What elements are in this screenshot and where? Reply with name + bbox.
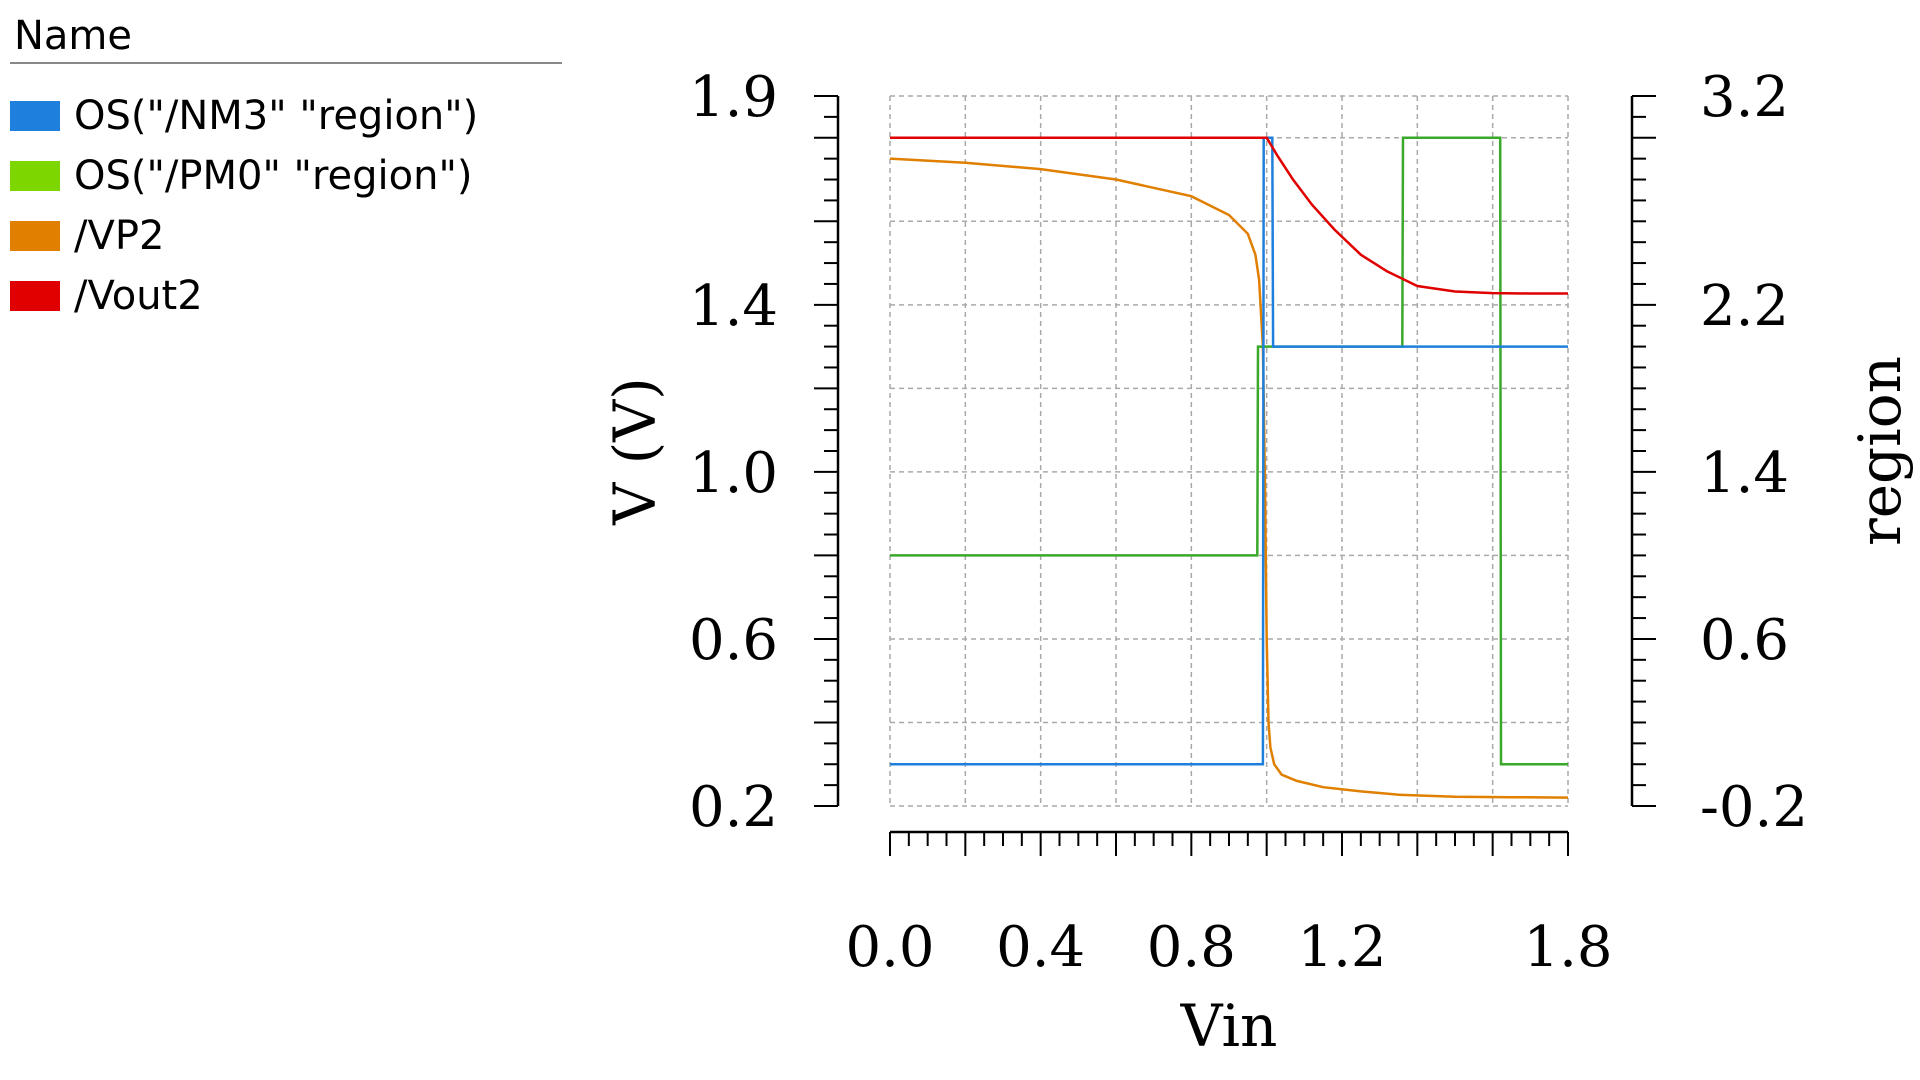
x-tick-label: 1.8 [1523, 915, 1612, 980]
x-tick-label: 0.0 [845, 915, 934, 980]
y2-tick-label: -0.2 [1700, 775, 1808, 840]
legend-label-vp2: /VP2 [74, 213, 165, 259]
x-tick-label: 0.4 [996, 915, 1085, 980]
legend-swatch-nm3 [10, 101, 60, 131]
y-tick-label: 1.9 [689, 65, 778, 130]
legend-item-nm3-region[interactable]: OS("/NM3" "region") [10, 86, 562, 146]
legend-header: Name [10, 12, 562, 64]
y-tick-label: 0.6 [689, 608, 778, 673]
y-tick-label: 1.0 [689, 441, 778, 506]
y2-axis-title: region [1846, 356, 1914, 546]
y2-tick-label: 0.6 [1700, 608, 1789, 673]
x-tick-label: 0.8 [1147, 915, 1236, 980]
axis-layer [814, 95, 1656, 856]
legend-label-pm0: OS("/PM0" "region") [74, 153, 473, 199]
y2-tick-label: 2.2 [1700, 274, 1789, 339]
legend-label-vout2: /Vout2 [74, 273, 203, 319]
legend-label-nm3: OS("/NM3" "region") [74, 93, 479, 139]
series-line-pm0 [890, 136, 1568, 766]
legend-item-vp2[interactable]: /VP2 [10, 206, 562, 266]
y2-tick-label: 3.2 [1700, 65, 1789, 130]
series-line-nm3 [890, 136, 1568, 766]
y-axis-title: V (V) [601, 377, 669, 525]
legend-swatch-pm0 [10, 161, 60, 191]
legend-item-pm0-region[interactable]: OS("/PM0" "region") [10, 146, 562, 206]
legend-swatch-vp2 [10, 221, 60, 251]
legend-item-vout2[interactable]: /Vout2 [10, 266, 562, 326]
series-line-vout2 [890, 136, 1568, 295]
y-tick-label: 0.2 [689, 775, 778, 840]
label-layer: 0.2 0.6 1.0 1.4 1.9 -0.2 0.6 1.4 2.2 3.2 0.0 0.4 0.8… [601, 65, 1914, 1060]
y-tick-label: 1.4 [689, 274, 778, 339]
x-tick-label: 1.2 [1297, 915, 1386, 980]
legend-swatch-vout2 [10, 281, 60, 311]
x-axis-title: Vin [1180, 992, 1278, 1060]
legend-list: OS("/NM3" "region") OS("/PM0" "region") … [10, 86, 562, 326]
legend: Name OS("/NM3" "region") OS("/PM0" "regi… [10, 12, 562, 326]
y2-tick-label: 1.4 [1700, 441, 1789, 506]
series-layer [889, 136, 1569, 799]
series-line-vp2 [889, 157, 1569, 799]
grid-layer [889, 95, 1569, 807]
